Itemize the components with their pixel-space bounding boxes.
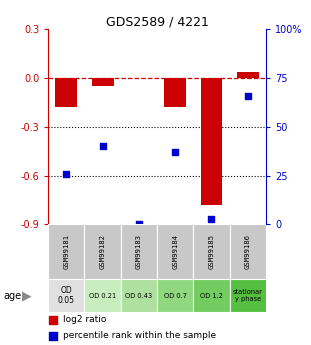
Text: GSM99182: GSM99182 xyxy=(100,234,106,269)
Point xyxy=(50,317,55,322)
Bar xyxy=(237,72,259,78)
Bar xyxy=(48,279,85,312)
Text: OD 0.21: OD 0.21 xyxy=(89,293,116,299)
Point xyxy=(137,222,142,227)
Point xyxy=(173,149,178,155)
Bar xyxy=(157,225,193,279)
Point xyxy=(50,333,55,338)
Bar xyxy=(85,279,121,312)
Text: GSM99183: GSM99183 xyxy=(136,234,142,269)
Bar xyxy=(164,78,186,107)
Bar xyxy=(201,78,222,205)
Bar xyxy=(92,78,114,86)
Text: GSM99181: GSM99181 xyxy=(63,234,69,269)
Text: GSM99186: GSM99186 xyxy=(245,234,251,269)
Bar xyxy=(121,279,157,312)
Bar xyxy=(193,225,230,279)
Text: age: age xyxy=(3,291,21,301)
Bar xyxy=(230,225,266,279)
Bar xyxy=(157,279,193,312)
Text: OD 1.2: OD 1.2 xyxy=(200,293,223,299)
Text: percentile rank within the sample: percentile rank within the sample xyxy=(63,331,216,340)
Title: GDS2589 / 4221: GDS2589 / 4221 xyxy=(106,15,208,28)
Point xyxy=(209,216,214,221)
Bar xyxy=(230,279,266,312)
Text: GSM99184: GSM99184 xyxy=(172,234,178,269)
Bar xyxy=(55,78,77,107)
Point xyxy=(64,171,69,177)
Text: OD
0.05: OD 0.05 xyxy=(58,286,75,305)
Text: log2 ratio: log2 ratio xyxy=(63,315,107,324)
Bar xyxy=(48,225,85,279)
Text: OD 0.7: OD 0.7 xyxy=(164,293,187,299)
Point xyxy=(245,93,250,98)
Text: OD 0.43: OD 0.43 xyxy=(125,293,152,299)
Bar xyxy=(121,225,157,279)
Text: ▶: ▶ xyxy=(22,289,32,302)
Point xyxy=(100,144,105,149)
Bar xyxy=(85,225,121,279)
Text: GSM99185: GSM99185 xyxy=(208,234,215,269)
Text: stationar
y phase: stationar y phase xyxy=(233,289,263,302)
Bar xyxy=(193,279,230,312)
